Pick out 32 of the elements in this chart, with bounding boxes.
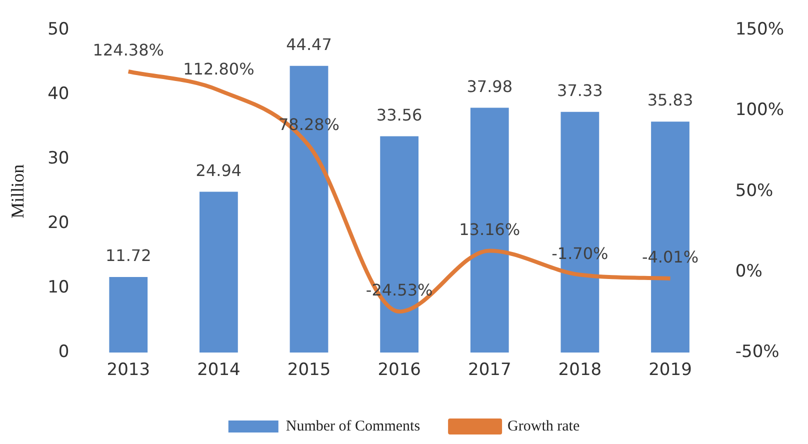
- x-tick-label: 2019: [648, 360, 692, 380]
- data-label: 33.56: [376, 105, 422, 124]
- data-label: 44.47: [286, 35, 332, 54]
- y-tick-label: 10: [48, 278, 70, 298]
- y2-tick-label: 50%: [735, 180, 774, 201]
- y-tick-label: 20: [48, 213, 70, 234]
- data-label: 35.83: [647, 90, 694, 110]
- y-tick-label: 30: [48, 148, 70, 169]
- data-label: 124.38%: [92, 40, 164, 60]
- data-label: 24.94: [196, 160, 242, 180]
- x-tick-label: 2014: [197, 360, 240, 380]
- x-tick-label: 2013: [106, 360, 150, 380]
- data-label: 112.80%: [183, 59, 254, 78]
- x-tick-label: 2018: [558, 360, 602, 380]
- y2-tick-label: 150%: [735, 20, 784, 40]
- data-label: 37.98: [466, 76, 513, 96]
- y2-tick-label: -50%: [735, 342, 780, 362]
- y2-tick-label: 100%: [735, 100, 784, 120]
- bar: [109, 277, 148, 353]
- y-tick-label: 0: [58, 342, 70, 362]
- bar: [200, 192, 238, 353]
- y-tick-label: 50: [48, 20, 70, 40]
- y-tick-label: 40: [48, 84, 70, 104]
- x-tick-label: 2017: [468, 360, 512, 380]
- data-label: 11.72: [105, 246, 152, 266]
- legend-label: Growth rate: [508, 418, 580, 434]
- legend-label: Number of Comments: [286, 418, 420, 434]
- y2-tick-label: 0%: [735, 261, 762, 282]
- y-axis-title: Million: [8, 164, 28, 218]
- x-tick-label: 2016: [378, 360, 421, 380]
- data-label: 37.33: [557, 81, 603, 100]
- x-tick-label: 2015: [287, 360, 331, 380]
